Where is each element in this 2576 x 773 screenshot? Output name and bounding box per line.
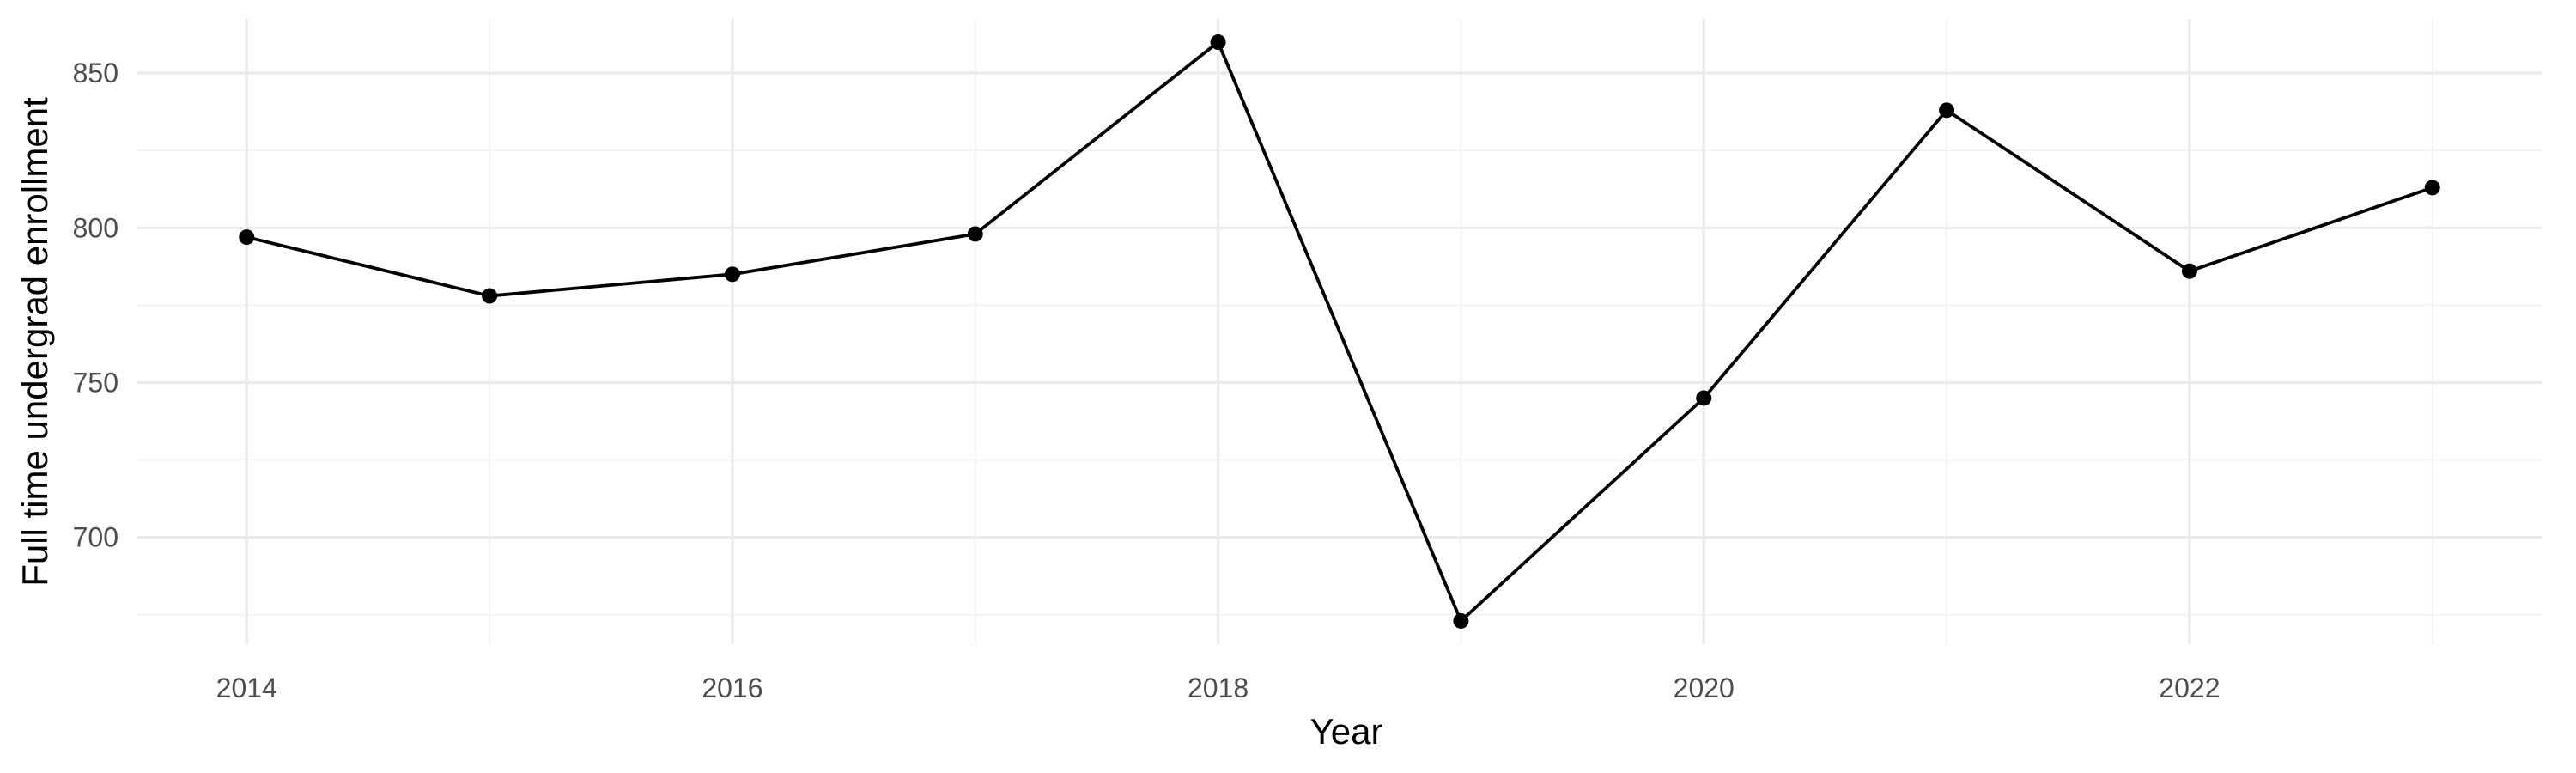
y-axis-tick-labels: 700 750 800 850: [73, 58, 118, 553]
x-tick-label: 2018: [1188, 673, 1249, 703]
data-point: [239, 229, 255, 246]
y-tick-label: 750: [73, 367, 118, 398]
data-point: [1453, 612, 1469, 629]
x-axis-tick-labels: 2014 2016 2018 2020 2022: [216, 673, 2221, 703]
data-point: [1210, 34, 1226, 51]
data-points: [239, 34, 2440, 629]
data-point: [482, 288, 498, 304]
y-tick-label: 800: [73, 212, 118, 243]
data-point: [1696, 390, 1712, 406]
x-tick-label: 2022: [2159, 673, 2220, 703]
series-line: [246, 40, 2433, 623]
x-axis-title: Year: [1310, 711, 1383, 752]
data-point: [2424, 180, 2440, 196]
grid-lines: [137, 19, 2542, 644]
y-axis-title: Full time undergrad enrollment: [15, 97, 55, 587]
data-point: [2181, 263, 2197, 279]
x-tick-label: 2016: [702, 673, 762, 703]
data-point: [967, 226, 983, 242]
data-point: [724, 266, 740, 283]
x-tick-label: 2020: [1674, 673, 1735, 703]
x-tick-label: 2014: [216, 673, 277, 703]
data-point: [1939, 102, 1955, 119]
series-layer: [246, 40, 2433, 623]
y-tick-label: 700: [73, 522, 118, 553]
y-tick-label: 850: [73, 58, 118, 88]
